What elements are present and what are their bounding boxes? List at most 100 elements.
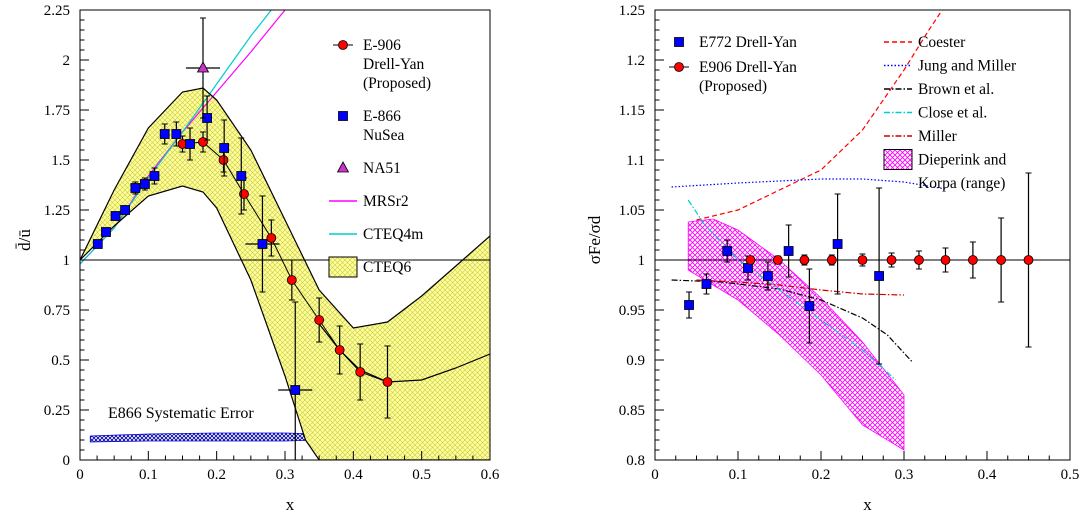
y-tick-label: 1 (638, 253, 646, 269)
y-tick-label: 1.05 (619, 203, 645, 219)
legend-marker (338, 111, 348, 121)
x-tick-label: 0.6 (481, 467, 500, 483)
data-point (257, 239, 268, 249)
legend-marker (883, 149, 913, 170)
data-point (804, 301, 815, 311)
y-tick-label: 1.25 (44, 203, 70, 219)
legend-label: Jung and Miller (918, 58, 1017, 75)
legend-marker (336, 161, 350, 173)
annotation: E866 Systematic Error (108, 405, 254, 422)
legend-label: Miller (918, 128, 958, 145)
legend-marker (674, 62, 684, 72)
data-point (218, 155, 229, 165)
y-axis-label: σFe/σd (585, 215, 604, 264)
y-tick-label: 0.8 (626, 453, 645, 469)
data-point (684, 300, 694, 310)
y-tick-label: 1.2 (626, 53, 645, 69)
line-5 (80, 87, 490, 329)
data-point (996, 255, 1007, 265)
y-tick-label: 1.75 (44, 103, 70, 119)
data-point (832, 239, 843, 249)
x-tick-label: 0 (76, 467, 84, 483)
data-point (914, 255, 924, 265)
data-point (799, 255, 810, 265)
y-tick-label: 0.85 (619, 403, 645, 419)
series-2 (185, 17, 221, 119)
data-point (355, 367, 366, 377)
y-tick-label: 0.9 (626, 353, 645, 369)
data-point (701, 279, 712, 289)
x-tick-label: 0.2 (812, 467, 831, 483)
left-plot: 0 0.1 0.2 0.3 0.4 0.5 0.6 0 0.25 0.5 0.75 1 1.25 1.5 1… (15, 3, 500, 514)
line-4 (671, 279, 913, 363)
y-axis-label: d̄/ū (15, 229, 34, 251)
data-point (198, 137, 208, 147)
legend-label: E-866 (363, 108, 401, 125)
legend-label: Coester (918, 34, 966, 51)
legend-label: NA51 (363, 160, 401, 177)
y-tick-label: 0.5 (51, 353, 70, 369)
data-point (940, 255, 951, 265)
x-tick-label: 0.3 (276, 467, 295, 483)
data-point (783, 246, 794, 256)
data-point (120, 205, 130, 215)
data-point (762, 271, 773, 281)
y-tick-label: 1.25 (619, 3, 645, 19)
x-tick-label: 0.3 (895, 467, 914, 483)
legend-label: Brown et al. (918, 81, 994, 98)
series-connector (182, 141, 388, 383)
data-point (266, 233, 277, 243)
y-tick-label: 0 (63, 453, 71, 469)
data-point (382, 377, 393, 387)
data-point (722, 246, 733, 256)
data-point (92, 239, 103, 249)
legend-label: Close et al. (918, 105, 987, 122)
x-tick-label: 0.5 (412, 467, 431, 483)
legend-label: CTEQ6 (363, 259, 411, 276)
x-axis-label: x (863, 495, 872, 514)
area-8 (89, 432, 320, 443)
x-tick-label: 0 (651, 467, 659, 483)
data-point (1023, 255, 1034, 265)
legend-label: Drell-Yan (363, 56, 425, 73)
y-tick-label: 0.25 (44, 403, 70, 419)
data-point (290, 385, 301, 395)
legend-label: (Proposed) (363, 75, 431, 92)
legend-label: CTEQ4m (363, 226, 423, 243)
series-1 (92, 95, 313, 460)
y-tick-label: 0.95 (619, 303, 645, 319)
data-point (967, 255, 978, 265)
data-point (886, 255, 897, 265)
data-point (171, 129, 182, 139)
y-tick-label: 2 (63, 53, 71, 69)
y-tick-label: 1 (63, 253, 71, 269)
plot-area (655, 10, 1070, 451)
y-tick-label: 1.15 (619, 103, 645, 119)
data-point (874, 271, 884, 281)
legend-label: Dieperink and (918, 152, 1006, 169)
data-point (185, 139, 195, 149)
legend-label: MRSr2 (363, 193, 409, 210)
data-point (219, 143, 230, 153)
legend-marker (674, 37, 684, 47)
legend-label: NuSea (363, 127, 404, 144)
x-tick-label: 0.1 (729, 467, 748, 483)
line-4 (80, 10, 272, 265)
line-5 (687, 199, 897, 381)
legend-label: E-906 (363, 37, 401, 54)
y-tick-label: 2.25 (44, 3, 70, 19)
data-point (236, 171, 247, 181)
data-point (101, 227, 111, 237)
series-1 (745, 172, 1034, 348)
right-plot: 0 0.1 0.2 0.3 0.4 0.5 0.8 0.85 0.9 0.95 1 1.05 1.1 1.… (585, 3, 1079, 514)
data-point (196, 61, 210, 73)
legend-label: E772 Drell-Yan (699, 34, 797, 51)
x-tick-label: 0.2 (207, 467, 226, 483)
legend-label: (Proposed) (699, 78, 767, 95)
data-point (334, 345, 345, 355)
series-0 (684, 187, 884, 365)
legend-marker (328, 256, 358, 278)
data-point (140, 179, 150, 189)
data-point (745, 255, 756, 265)
